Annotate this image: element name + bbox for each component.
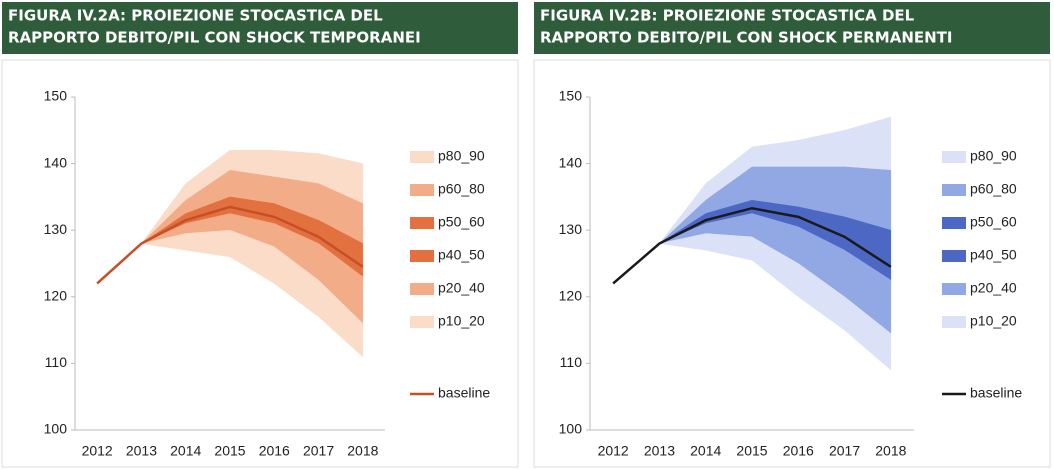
y-tick-label: 140 <box>44 154 68 170</box>
x-tick-label: 2015 <box>736 443 767 459</box>
fan-band <box>141 229 364 358</box>
baseline-line <box>612 206 892 285</box>
legend-label: p40_50 <box>970 247 1017 263</box>
y-tick-label: 110 <box>45 354 68 370</box>
y-tick-label: 120 <box>44 288 68 304</box>
chart-panel: FIGURA IV.2B: PROIEZIONE STOCASTICA DEL R… <box>533 2 1051 468</box>
legend-swatch <box>942 316 966 328</box>
chart-title: RAPPORTO DEBITO/PIL CON SHOCK PERMANENTI <box>540 29 953 47</box>
y-tick-label: 110 <box>560 354 583 370</box>
x-tick-label: 2018 <box>347 443 378 459</box>
fan-band <box>659 233 892 371</box>
x-tick-label: 2015 <box>214 443 245 459</box>
x-tick-label: 2013 <box>126 443 157 459</box>
legend-label: p50_60 <box>438 214 485 230</box>
y-tick-label: 130 <box>559 221 583 237</box>
legend-swatch <box>942 184 966 196</box>
legend-label: p10_20 <box>438 313 485 329</box>
y-tick-label: 100 <box>44 421 68 437</box>
legend-swatch <box>410 316 434 328</box>
legend-swatch <box>410 283 434 295</box>
plot-frame <box>1 59 519 468</box>
legend-label: p10_20 <box>970 313 1017 329</box>
x-tick-label: 2018 <box>875 443 906 459</box>
chart-panel: FIGURA IV.2A: PROIEZIONE STOCASTICA DEL R… <box>1 2 519 468</box>
legend-label: p50_60 <box>970 214 1017 230</box>
x-tick-label: 2016 <box>259 443 290 459</box>
legend-swatch <box>942 217 966 229</box>
x-tick-label: 2012 <box>598 443 629 459</box>
chart-title: FIGURA IV.2B: PROIEZIONE STOCASTICA DEL <box>540 7 915 25</box>
legend-label: p20_40 <box>970 280 1017 296</box>
header-bar <box>2 2 518 54</box>
legend-swatch <box>410 217 434 229</box>
legend-label: baseline <box>970 385 1022 401</box>
legend-swatch <box>410 250 434 262</box>
legend-label: baseline <box>438 385 490 401</box>
header-bar <box>534 2 1050 54</box>
legend-label: p80_90 <box>970 148 1017 164</box>
legend-label: p80_90 <box>438 148 485 164</box>
legend-label: p60_80 <box>438 181 485 197</box>
x-tick-label: 2012 <box>82 443 113 459</box>
legend-label: p20_40 <box>438 280 485 296</box>
legend-label: p40_50 <box>438 247 485 263</box>
y-tick-label: 120 <box>559 288 583 304</box>
y-tick-label: 150 <box>44 88 68 104</box>
y-tick-label: 140 <box>559 154 583 170</box>
x-tick-label: 2016 <box>783 443 814 459</box>
x-tick-label: 2013 <box>644 443 675 459</box>
legend-swatch <box>942 151 966 163</box>
baseline-line <box>96 205 364 285</box>
plot-frame <box>533 59 1051 468</box>
legend-swatch <box>410 184 434 196</box>
legend-swatch <box>942 283 966 295</box>
chart-title: RAPPORTO DEBITO/PIL CON SHOCK TEMPORANEI <box>8 29 421 47</box>
y-tick-label: 130 <box>44 221 68 237</box>
legend-swatch <box>410 151 434 163</box>
x-tick-label: 2014 <box>690 443 721 459</box>
x-tick-label: 2017 <box>303 443 334 459</box>
legend-swatch <box>942 250 966 262</box>
y-tick-label: 100 <box>559 421 583 437</box>
x-tick-label: 2014 <box>170 443 201 459</box>
x-tick-label: 2017 <box>829 443 860 459</box>
y-tick-label: 150 <box>559 88 583 104</box>
chart-title: FIGURA IV.2A: PROIEZIONE STOCASTICA DEL <box>8 7 383 25</box>
legend-label: p60_80 <box>970 181 1017 197</box>
